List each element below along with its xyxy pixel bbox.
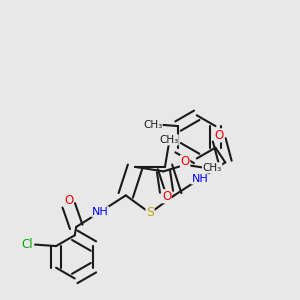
Text: CH₃: CH₃ [202, 163, 222, 173]
Text: S: S [146, 206, 154, 220]
Text: O: O [181, 155, 190, 168]
Text: CH₃: CH₃ [159, 135, 178, 145]
Text: Cl: Cl [22, 238, 33, 251]
Text: CH₃: CH₃ [143, 120, 162, 130]
Text: O: O [162, 190, 171, 203]
Text: O: O [64, 194, 74, 207]
Text: O: O [214, 129, 224, 142]
Text: NH: NH [92, 207, 109, 217]
Text: NH: NH [191, 174, 208, 184]
